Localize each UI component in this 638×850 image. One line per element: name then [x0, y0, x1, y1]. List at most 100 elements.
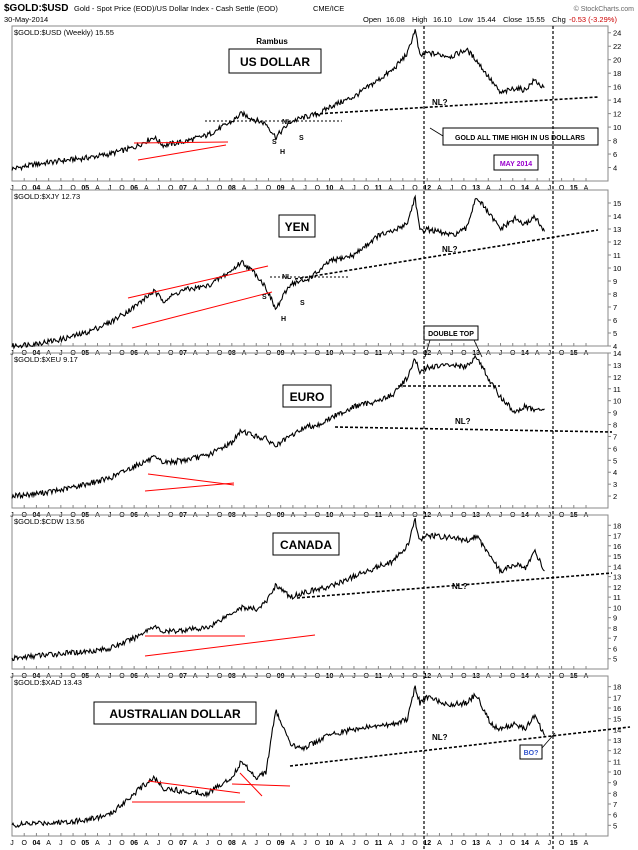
x-tick-label: 14 [521, 185, 529, 192]
y-tick-label: 16 [613, 704, 621, 713]
canada-title-box [272, 532, 340, 556]
canada-neckline [296, 572, 613, 599]
aud-neckline [289, 726, 631, 767]
x-tick-label: J [10, 185, 14, 192]
ohlc-close: 15.55 [526, 15, 545, 24]
y-tick-label: 8 [613, 137, 617, 146]
y-tick-label: 12 [613, 747, 621, 756]
y-tick-label: 17 [613, 693, 621, 702]
x-tick-label: A [535, 840, 540, 847]
x-tick-label: 10 [326, 185, 334, 192]
x-tick-label: O [510, 185, 516, 192]
x-tick-label: 10 [326, 840, 334, 847]
x-tick-label: O [119, 185, 125, 192]
trendline-annotations [127, 96, 631, 803]
x-tick-label: A [486, 840, 491, 847]
y-tick-label: 18 [613, 69, 621, 78]
y-tick-label: 13 [613, 361, 621, 370]
panel-legend: $GOLD:$USD (Weekly) 15.55 [14, 28, 114, 37]
x-tick-label: A [242, 185, 247, 192]
x-tick-label: J [59, 840, 63, 847]
ath-box [442, 127, 599, 146]
y-tick-label: 7 [613, 634, 617, 643]
y-tick-label: 5 [613, 655, 617, 664]
aud-title-box [93, 701, 257, 725]
y-tick-label: 22 [613, 42, 621, 51]
usd-right-shoulder: S [299, 135, 304, 142]
y-tick-label: 4 [613, 468, 617, 477]
y-tick-label: 8 [613, 421, 617, 430]
x-tick-label: J [303, 185, 307, 192]
x-tick-label: A [95, 185, 100, 192]
y-tick-label: 14 [613, 349, 621, 358]
x-tick-label: A [584, 840, 589, 847]
x-tick-label: A [535, 185, 540, 192]
yen-title-box [278, 214, 316, 238]
x-tick-label: J [548, 840, 552, 847]
x-tick-label: O [21, 840, 27, 847]
ohlc-chg: -0.53 (-3.29%) [569, 15, 617, 24]
y-tick-label: 6 [613, 316, 617, 325]
stockcharts-copyright: © StockCharts.com [574, 5, 635, 13]
usd-panel-title: US DOLLAR [240, 55, 310, 69]
y-tick-label: 6 [613, 150, 617, 159]
panel-legend: $GOLD:$XAD 13.43 [14, 678, 82, 687]
y-tick-label: 14 [613, 562, 621, 571]
x-tick-label: 05 [81, 840, 89, 847]
x-tick-label: A [388, 185, 393, 192]
x-tick-label: J [10, 840, 14, 847]
may-2014-label: MAY 2014 [500, 161, 532, 168]
x-tick-label: 08 [228, 840, 236, 847]
chart-description: Gold - Spot Price (EOD)/US Dollar Index … [74, 4, 278, 13]
y-tick-label: 11 [613, 593, 621, 602]
x-tick-label: O [21, 185, 27, 192]
x-tick-label: 12 [423, 185, 431, 192]
ohlc-chg-label: Chg [552, 15, 566, 24]
y-tick-label: 9 [613, 277, 617, 286]
y-tick-label: 5 [613, 821, 617, 830]
panel-0: $GOLD:$USD (Weekly) 15.55 4 6 8 10 12 14 16 18 20… [10, 25, 621, 192]
yen-channel-top [127, 265, 269, 299]
x-tick-label: A [486, 185, 491, 192]
y-tick-label: 4 [613, 342, 617, 351]
canada-rect-bottom [144, 634, 316, 657]
y-tick-label: 13 [613, 573, 621, 582]
panel-frame [11, 514, 609, 670]
x-tick-label: A [437, 185, 442, 192]
ath-label: GOLD ALL TIME HIGH IN US DOLLARS [455, 135, 585, 142]
x-tick-label: J [206, 185, 210, 192]
x-tick-label: 08 [228, 185, 236, 192]
x-tick-label: A [291, 185, 296, 192]
x-tick-label: O [70, 840, 76, 847]
euro-panel-title: EURO [290, 390, 325, 404]
euro-title-box [282, 384, 332, 408]
x-tick-label: O [461, 185, 467, 192]
ohlc-low-label: Low [459, 15, 473, 24]
price-line [11, 194, 546, 350]
x-tick-label: J [206, 840, 210, 847]
y-tick-label: 18 [613, 521, 621, 530]
x-tick-label: O [119, 840, 125, 847]
x-tick-label: A [144, 185, 149, 192]
y-tick-label: 7 [613, 303, 617, 312]
x-tick-label: 04 [33, 840, 41, 847]
ohlc-open: 16.08 [386, 15, 405, 24]
x-tick-label: A [46, 185, 51, 192]
y-tick-label: 15 [613, 199, 621, 208]
y-tick-label: 2 [613, 492, 617, 501]
usd-triangle-top [133, 141, 229, 144]
x-tick-label: O [315, 840, 321, 847]
y-tick-label: 9 [613, 614, 617, 623]
chart-date: 30-May-2014 [4, 15, 48, 24]
x-tick-label: O [168, 185, 174, 192]
x-tick-label: A [242, 840, 247, 847]
x-tick-label: 11 [375, 840, 383, 847]
panel-frame [11, 25, 609, 182]
x-tick-label: J [303, 840, 307, 847]
aud-neckline-label: NL? [432, 733, 448, 742]
usd-neckline-label: NL? [432, 98, 448, 107]
y-tick-label: 18 [613, 683, 621, 692]
yen-head: H [281, 316, 286, 323]
panel-4: $GOLD:$XAD 13.4356789101112131415161718J… [10, 675, 621, 847]
